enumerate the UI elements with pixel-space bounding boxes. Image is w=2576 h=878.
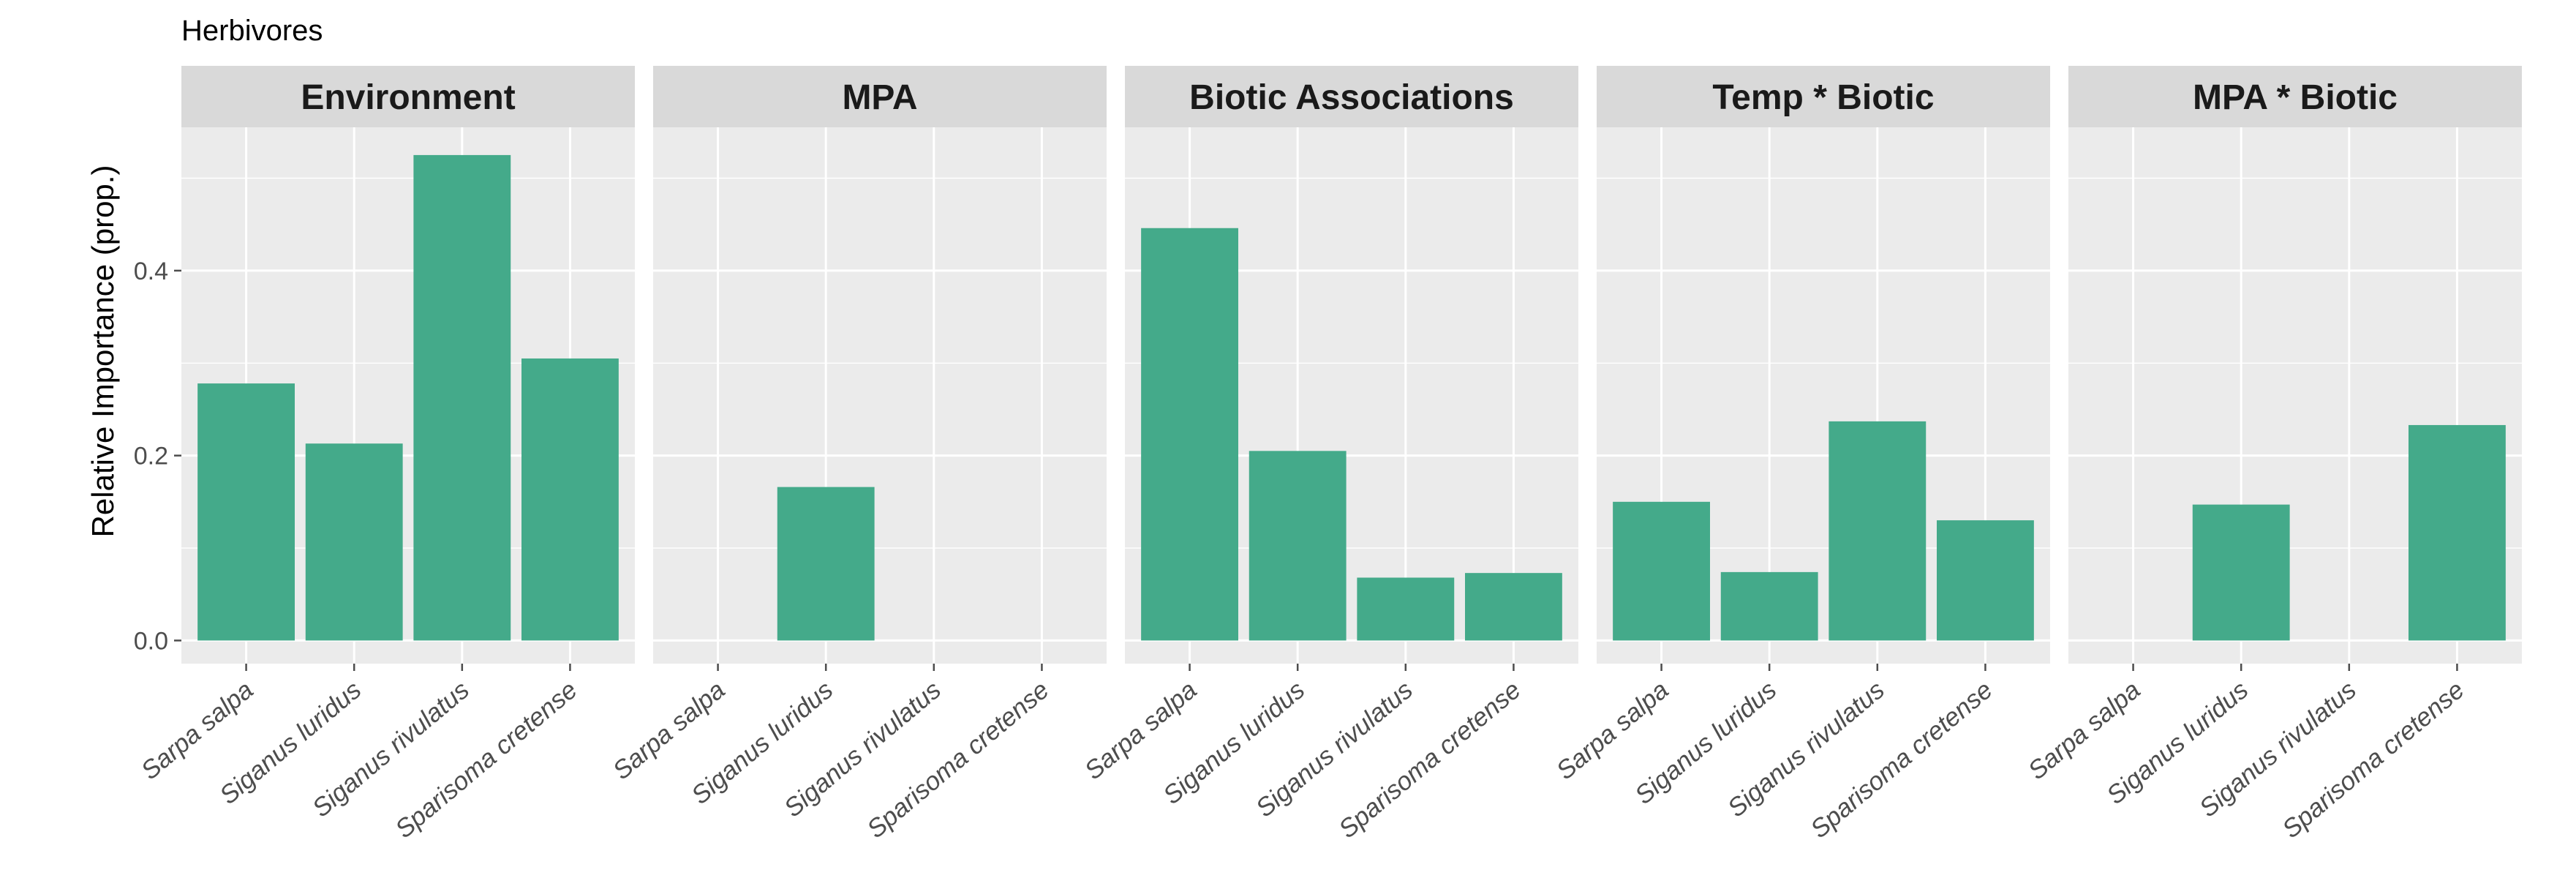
plot-title: Herbivores — [181, 15, 323, 47]
bar-siganus-rivulatus — [1357, 577, 1455, 641]
facet-strip-label: Biotic Associations — [1189, 78, 1514, 117]
bar-siganus-luridus — [1720, 571, 1818, 641]
bar-siganus-luridus — [2192, 504, 2290, 641]
facet-strip-label: Temp * Biotic — [1712, 78, 1934, 117]
y-tick-label: 0.4 — [134, 258, 168, 285]
facet-strip-label: Environment — [301, 78, 515, 117]
facet-strip — [181, 66, 635, 127]
bar-sarpa-salpa — [197, 383, 295, 641]
facet-strip — [653, 66, 1107, 127]
facet-panel — [653, 127, 1107, 664]
x-tick-label: Sparisoma cretense — [2277, 675, 2470, 844]
bar-sparisoma-cretense — [2409, 424, 2506, 641]
x-tick-label: Sparisoma cretense — [1333, 675, 1526, 844]
facet-strip — [2068, 66, 2522, 127]
facet-strip — [1125, 66, 1578, 127]
bar-siganus-luridus — [1249, 451, 1347, 641]
x-tick-label: Sparisoma cretense — [1805, 675, 1998, 844]
bar-sarpa-salpa — [1613, 501, 1710, 641]
bar-siganus-rivulatus — [1829, 421, 1927, 641]
y-axis-title: Relative Importance (prop.) — [86, 165, 120, 538]
bar-sparisoma-cretense — [521, 358, 619, 641]
y-tick-label: 0.2 — [134, 443, 168, 470]
bar-sarpa-salpa — [1141, 228, 1238, 641]
bar-sparisoma-cretense — [1937, 520, 2034, 641]
facet-strip — [1597, 66, 2050, 127]
x-tick-label: Sparisoma cretense — [862, 675, 1055, 844]
x-tick-label: Sparisoma cretense — [390, 675, 583, 844]
bar-siganus-luridus — [305, 443, 403, 641]
facet-strip-label: MPA — [842, 78, 917, 117]
bar-siganus-rivulatus — [413, 154, 511, 641]
y-tick-label: 0.0 — [134, 627, 168, 655]
bar-sparisoma-cretense — [1465, 573, 1562, 641]
facet-strip-label: MPA * Biotic — [2193, 78, 2398, 117]
bar-siganus-luridus — [777, 487, 875, 641]
